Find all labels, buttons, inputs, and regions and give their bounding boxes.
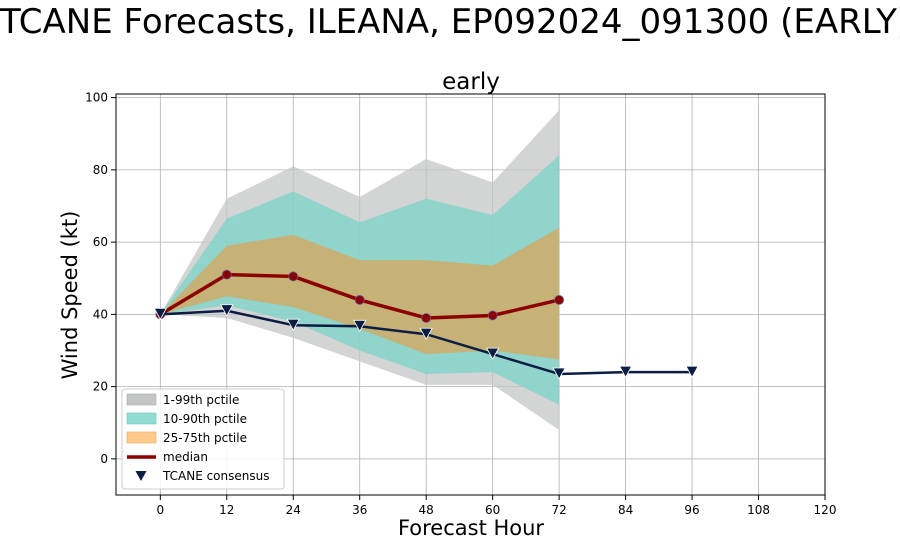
median-point [354, 295, 365, 305]
legend-swatch-consensus [135, 471, 147, 481]
median-point [487, 310, 498, 321]
consensus-marker [552, 367, 566, 380]
legend-label-25-75: 25-75th pctile [163, 431, 247, 445]
consensus-marker [220, 304, 234, 317]
y-tick-label: 20 [93, 380, 108, 394]
band-25-75-pctile [160, 227, 560, 360]
x-tick-label: 0 [156, 503, 164, 517]
y-tick-label: 60 [93, 235, 108, 249]
consensus-marker [419, 327, 433, 341]
x-tick-label: 48 [419, 503, 434, 517]
consensus-marker [685, 365, 699, 379]
consensus-marker [286, 318, 300, 332]
median-point [221, 269, 232, 280]
legend-swatch-1-99 [126, 393, 157, 406]
x-tick-label: 84 [618, 503, 633, 517]
median-point [288, 271, 299, 282]
x-tick-label: 12 [219, 503, 234, 517]
y-axis-label: Wind Speed (kt) [58, 211, 82, 380]
plot-frame [115, 93, 826, 496]
x-axis-label: Forecast Hour [398, 516, 544, 540]
x-tick-label: 96 [684, 503, 699, 517]
legend-frame [121, 388, 285, 490]
consensus-marker [485, 347, 500, 360]
x-tick-label: 120 [814, 503, 837, 517]
y-tick-label: 100 [85, 91, 108, 105]
consensus-marker [353, 319, 367, 333]
consensus-marker [618, 365, 633, 379]
y-tick-label: 40 [93, 307, 108, 321]
x-tick-label: 24 [286, 503, 301, 517]
chart-title: early [442, 69, 500, 95]
x-tick-label: 72 [551, 503, 566, 517]
legend-label-consensus: TCANE consensus [162, 469, 269, 483]
legend-label-median: median [163, 450, 208, 464]
median-point [421, 313, 432, 323]
y-tick-label: 80 [93, 163, 108, 177]
x-tick-label: 36 [352, 503, 367, 517]
median-point [554, 295, 565, 305]
consensus-marker [153, 307, 167, 321]
x-tick-label: 108 [747, 503, 770, 517]
figure-title: TCANE Forecasts, ILEANA, EP092024_091300… [0, 2, 900, 42]
legend-swatch-25-75 [126, 431, 157, 444]
legend-swatch-10-90 [126, 412, 157, 425]
legend: 1-99th pctile 10-90th pctile 25-75th pct… [121, 388, 285, 490]
legend-label-1-99: 1-99th pctile [163, 393, 239, 407]
y-tick-label: 0 [100, 452, 108, 466]
legend-label-10-90: 10-90th pctile [163, 412, 247, 426]
x-tick-label: 60 [485, 503, 500, 517]
